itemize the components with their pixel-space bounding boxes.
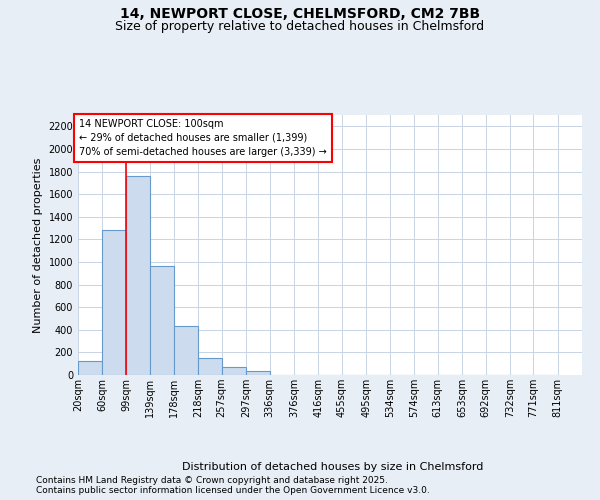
- Bar: [78, 362, 102, 375]
- Bar: [246, 371, 269, 375]
- Bar: [126, 176, 150, 375]
- Y-axis label: Number of detached properties: Number of detached properties: [33, 158, 43, 332]
- Bar: [174, 326, 198, 375]
- Text: Distribution of detached houses by size in Chelmsford: Distribution of detached houses by size …: [182, 462, 484, 472]
- Bar: [222, 366, 246, 375]
- Bar: [102, 230, 126, 375]
- Text: 14, NEWPORT CLOSE, CHELMSFORD, CM2 7BB: 14, NEWPORT CLOSE, CHELMSFORD, CM2 7BB: [120, 8, 480, 22]
- Bar: [198, 358, 222, 375]
- Text: Size of property relative to detached houses in Chelmsford: Size of property relative to detached ho…: [115, 20, 485, 33]
- Bar: [150, 266, 174, 375]
- Text: Contains HM Land Registry data © Crown copyright and database right 2025.: Contains HM Land Registry data © Crown c…: [36, 476, 388, 485]
- Text: 14 NEWPORT CLOSE: 100sqm
← 29% of detached houses are smaller (1,399)
70% of sem: 14 NEWPORT CLOSE: 100sqm ← 29% of detach…: [79, 119, 327, 157]
- Text: Contains public sector information licensed under the Open Government Licence v3: Contains public sector information licen…: [36, 486, 430, 495]
